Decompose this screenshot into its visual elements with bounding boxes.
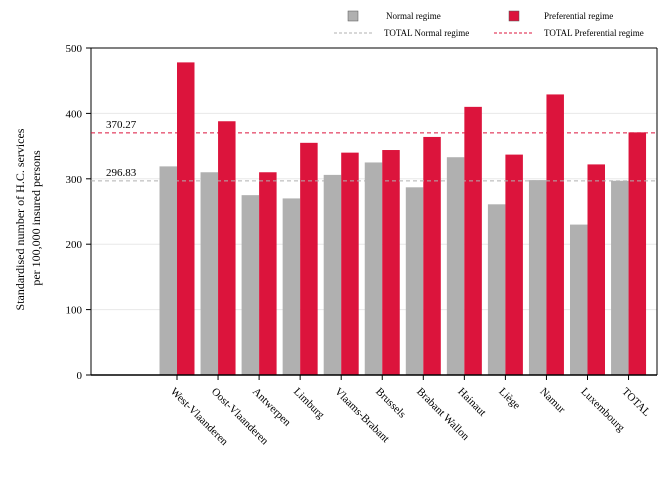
bar-preferential-regime (464, 106, 482, 376)
bar-normal-regime (323, 174, 342, 375)
y-tick-label: 500 (66, 43, 83, 55)
bar-normal-regime (200, 172, 219, 375)
bar-preferential-regime (423, 136, 441, 375)
bars (159, 62, 647, 376)
bar-normal-regime (611, 180, 629, 375)
bar-preferential-regime (628, 132, 647, 375)
axes (90, 47, 658, 376)
reference-label-total-preferential: 370.27 (106, 119, 137, 131)
legend: Normal regime Preferential regime TOTAL … (334, 10, 644, 38)
legend-label-total-preferential: TOTAL Preferential regime (544, 28, 644, 38)
x-tick-label: Limburg (291, 386, 327, 422)
legend-swatch-preferential (508, 10, 520, 22)
legend-label-preferential: Preferential regime (544, 11, 613, 21)
bar-normal-regime (364, 162, 383, 375)
y-axis-title: Standardised number of H.C. services per… (13, 126, 43, 311)
bar-preferential-regime (259, 172, 277, 375)
x-tick-label: Brussels (373, 386, 408, 421)
bar-normal-regime (570, 224, 588, 375)
legend-label-total-normal: TOTAL Normal regime (384, 28, 469, 38)
reference-label-total-normal: 296.83 (106, 167, 137, 179)
bar-preferential-regime (505, 154, 523, 375)
y-axis-title-line1: Standardised number of H.C. services (13, 128, 27, 310)
bar-normal-regime (528, 180, 547, 375)
x-tick-label: TOTAL (619, 386, 652, 419)
x-tick-label: Namur (537, 386, 567, 416)
bar-normal-regime (446, 157, 465, 375)
y-tick-label: 400 (66, 108, 83, 120)
legend-swatch-normal (347, 10, 359, 22)
x-tick-label: Liège (496, 386, 522, 412)
bar-normal-regime (405, 187, 424, 375)
bar-preferential-regime (341, 152, 359, 375)
bar-preferential-regime (218, 121, 236, 375)
bar-preferential-regime (300, 142, 318, 375)
bar-normal-regime (282, 198, 301, 375)
x-tick-label: Antwerpen (250, 386, 293, 429)
bar-normal-regime (487, 204, 506, 375)
legend-label-normal: Normal regime (386, 11, 441, 21)
x-ticks: West-VlaanderenOost-VlaanderenAntwerpenL… (168, 375, 653, 448)
bar-normal-regime (159, 166, 177, 375)
y-tick-label: 100 (66, 305, 83, 317)
y-ticks: 0 100 200 300 400 500 (66, 43, 91, 382)
y-tick-label: 200 (66, 239, 83, 251)
y-tick-label: 0 (77, 370, 83, 382)
reference-lines: 296.83 370.27 (91, 119, 657, 182)
bar-preferential-regime (382, 150, 400, 375)
bar-preferential-regime (177, 62, 195, 375)
y-axis-title-line2: per 100,000 insured persons (29, 150, 43, 286)
x-tick-label: Hainaut (455, 386, 488, 419)
bar-preferential-regime (587, 164, 605, 375)
y-tick-label: 300 (66, 174, 83, 186)
bar-preferential-regime (546, 94, 564, 376)
bar-normal-regime (241, 195, 260, 375)
